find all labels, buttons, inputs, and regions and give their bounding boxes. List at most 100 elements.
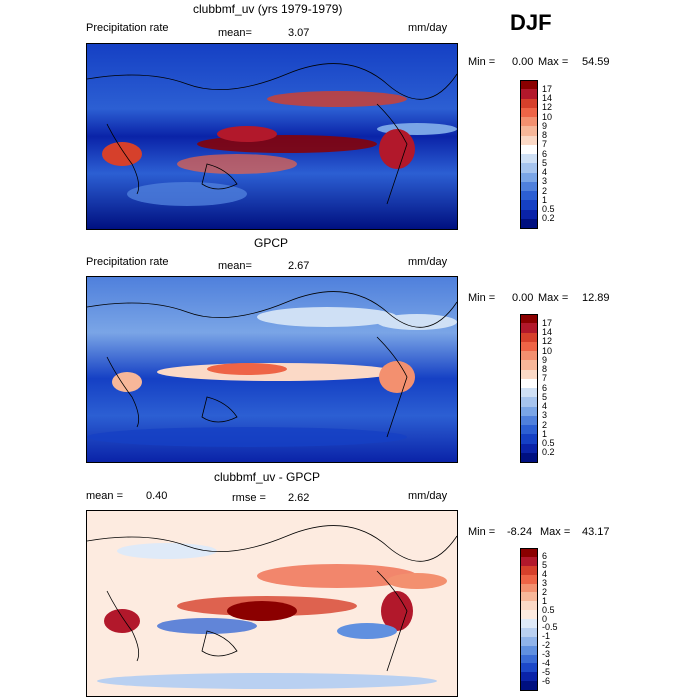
panel3-max-label: Max = [540, 526, 571, 538]
colorbar-level-label: -6 [542, 675, 551, 686]
panel1-map-image [87, 44, 457, 229]
colorbar-swatch [520, 406, 538, 417]
colorbar-swatch [520, 144, 538, 155]
colorbar-level-label: 0.2 [542, 447, 555, 458]
colorbar-swatch [520, 218, 538, 229]
panel2-title: GPCP [254, 236, 289, 250]
colorbar-level-label: 2 [542, 586, 548, 597]
panel2-mean-label: mean= [218, 260, 252, 272]
panel3-units: mm/day [408, 490, 448, 502]
panel1-mean-value: 3.07 [288, 27, 310, 39]
panel2-min-value: 0.00 [512, 292, 534, 304]
colorbar-level-label: 8 [542, 130, 548, 140]
colorbar-swatch [520, 126, 538, 136]
colorbar-level-label: 8 [542, 364, 548, 374]
colorbar-level-label: -2 [542, 640, 551, 651]
colorbar-swatch [520, 117, 538, 127]
colorbar-swatch [520, 369, 538, 380]
colorbar-swatch [520, 107, 538, 118]
colorbar-swatch [520, 314, 538, 324]
colorbar-swatch [520, 191, 538, 201]
colorbar-level-label: 4 [542, 401, 548, 411]
colorbar-level-label: 0 [542, 613, 548, 624]
panel3-max-value: 43.17 [582, 526, 610, 538]
colorbar-level-label: 12 [542, 336, 553, 347]
colorbar-swatch [520, 135, 538, 146]
panel2-mean-value: 2.67 [288, 260, 310, 272]
colorbar-swatch [520, 397, 538, 407]
colorbar-swatch [520, 163, 538, 173]
colorbar-level-label: 6 [542, 382, 548, 393]
panel3-min-value: -8.24 [507, 526, 533, 538]
colorbar-swatch [520, 443, 538, 454]
colorbar-swatch [520, 181, 538, 192]
colorbar-level-label: 2 [542, 419, 548, 430]
panel2-colorbar: 17 14 12 10 9 8 7 6 5 4 3 2 1 0.5 0.2 [520, 314, 580, 463]
colorbar-level-label: 7 [542, 373, 548, 384]
colorbar-level-label: 6 [542, 551, 548, 562]
colorbar-level-label: 12 [542, 102, 553, 113]
colorbar-swatch [520, 209, 538, 220]
colorbar-swatch [520, 80, 538, 90]
colorbar-level-label: -5 [542, 666, 551, 677]
panel1-title: clubbmf_uv (yrs 1979-1979) [193, 2, 343, 16]
colorbar-level-label: 17 [542, 83, 553, 94]
colorbar-level-label: 9 [542, 120, 548, 131]
colorbar-level-label: -3 [542, 649, 551, 659]
panel1-map [86, 43, 458, 230]
colorbar-level-label: 2 [542, 185, 548, 196]
panel3-rmse-label: rmse = [232, 492, 266, 504]
panel3-min-label: Min = [468, 526, 496, 538]
colorbar-swatch [520, 172, 538, 183]
panel1-min-label: Min = [468, 56, 496, 68]
colorbar-swatch [520, 323, 538, 333]
colorbar-swatch [520, 378, 538, 389]
colorbar-swatch [520, 636, 538, 647]
colorbar-swatch [520, 601, 538, 611]
panel3-map-image [87, 511, 457, 696]
panel1-variable-label: Precipitation rate [86, 22, 169, 34]
panel2-units: mm/day [408, 256, 448, 268]
colorbar-swatch [520, 592, 538, 602]
colorbar-level-label: 3 [542, 578, 548, 588]
colorbar-swatch [520, 672, 538, 682]
colorbar-level-label: 3 [542, 410, 548, 421]
colorbar-level-label: 0.5 [542, 604, 555, 615]
colorbar-swatch [520, 341, 538, 352]
colorbar-level-label: -4 [542, 657, 551, 668]
colorbar-swatch [520, 154, 538, 164]
colorbar-level-label: 6 [542, 148, 548, 159]
colorbar-level-label: 1 [542, 595, 548, 606]
panel2-max-label: Max = [538, 292, 569, 304]
panel2-variable-label: Precipitation rate [86, 256, 169, 268]
colorbar-swatch [520, 425, 538, 435]
colorbar-swatch [520, 663, 538, 673]
colorbar-swatch [520, 388, 538, 398]
panel1-colorbar: 17 14 12 10 9 8 7 6 5 4 3 2 1 0.5 0.2 [520, 80, 580, 229]
panel3-rmse-value: 2.62 [288, 492, 310, 504]
panel2-min-label: Min = [468, 292, 496, 304]
panel2-max-value: 12.89 [582, 292, 610, 304]
colorbar-level-label: 0.5 [542, 204, 555, 214]
colorbar-swatch [520, 619, 538, 629]
panel3-map [86, 510, 458, 697]
colorbar-level-label: 14 [542, 93, 553, 103]
colorbar-level-label: 7 [542, 139, 548, 150]
colorbar-level-label: 10 [542, 111, 553, 122]
panel2-map [86, 276, 458, 463]
colorbar-level-label: 4 [542, 167, 548, 177]
colorbar-swatch [520, 351, 538, 361]
colorbar-swatch [520, 583, 538, 593]
panel1-max-label: Max = [538, 56, 569, 68]
colorbar-level-label: 10 [542, 345, 553, 356]
panel1-max-value: 54.59 [582, 56, 610, 68]
colorbar-swatch [520, 200, 538, 210]
colorbar-swatch [520, 574, 538, 584]
colorbar-level-label: 5 [542, 560, 548, 571]
colorbar-level-label: 5 [542, 157, 548, 168]
colorbar-level-label: -0.5 [542, 622, 558, 633]
colorbar-swatch [520, 434, 538, 444]
panel1-min-value: 0.00 [512, 56, 534, 68]
colorbar-level-label: 1 [542, 428, 548, 439]
panel1-mean-label: mean= [218, 27, 252, 39]
